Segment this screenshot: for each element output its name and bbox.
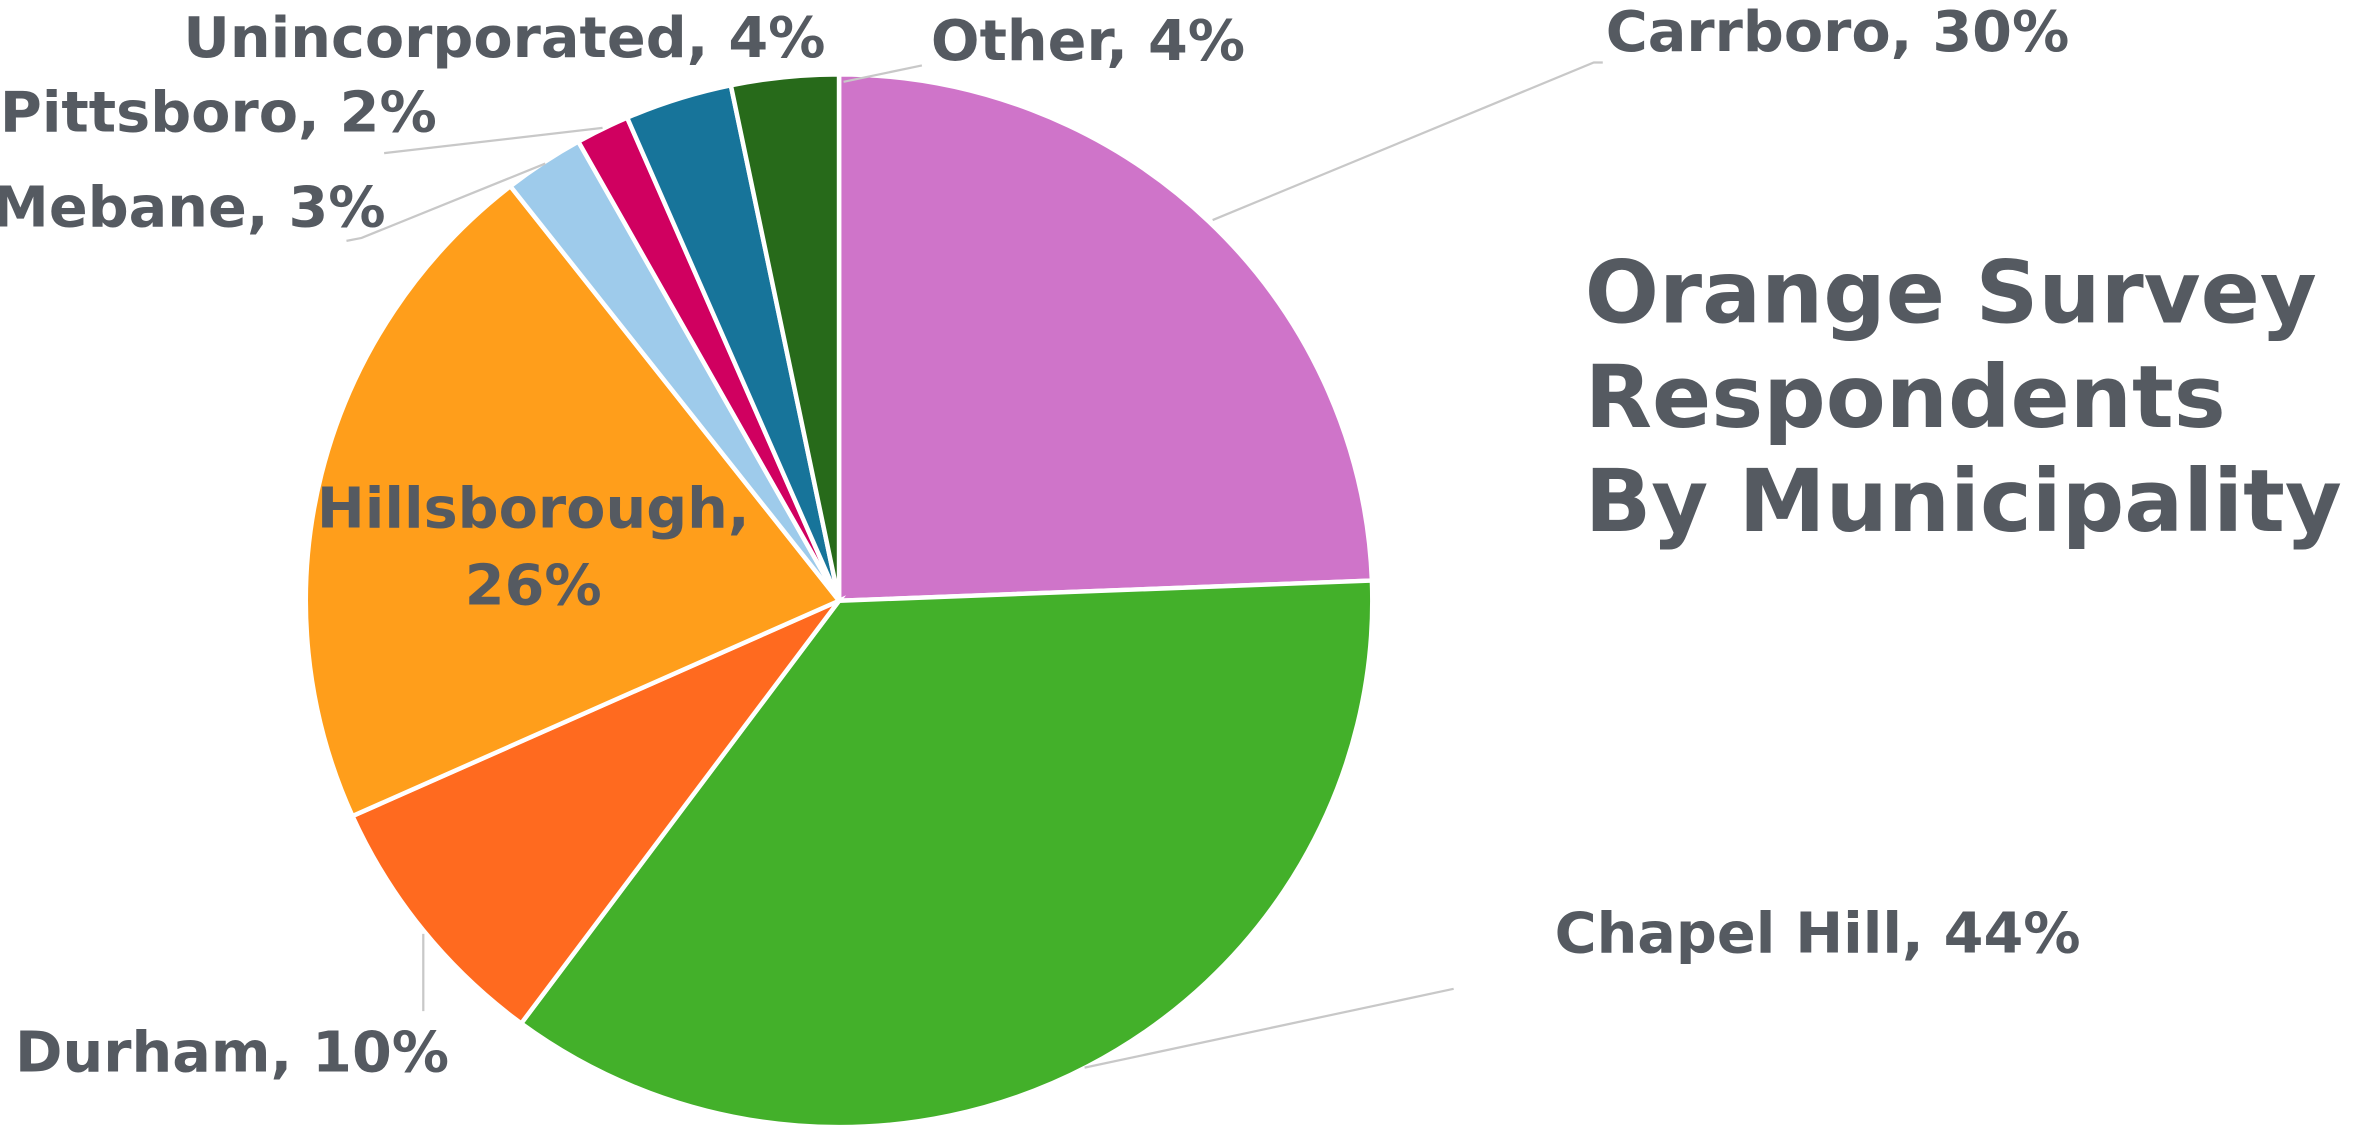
data-label: Durham, 10% [15,1020,449,1086]
data-label-line: 26% [465,553,602,619]
data-label-line: Hillsborough, [317,475,750,541]
pie-slice [303,183,843,820]
data-label: Carrboro, 30% [1606,0,2070,65]
data-label: Unincorporated, 4% [183,5,825,71]
leader-line [383,126,603,155]
data-label: Hillsborough, 26% [317,475,750,618]
data-label: Chapel Hill, 44% [1555,901,2081,967]
pie-slice [728,72,842,602]
pie-slice [836,72,1375,604]
leader-line [1212,61,1603,222]
pie-slice [349,595,847,1027]
leader-line [346,162,546,242]
data-label: Other, 4% [931,8,1245,74]
title-box: Orange Survey Respondents By Municipalit… [1584,242,2342,552]
leader-line [843,64,923,83]
data-label: Mebane, 3% [0,175,386,241]
chart-title: Orange Survey Respondents By Municipalit… [1584,242,2342,552]
leader-line [1084,987,1454,1069]
data-label: Pittsboro, 2% [0,80,437,146]
